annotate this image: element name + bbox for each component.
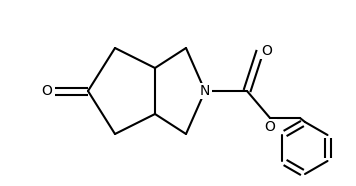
Text: O: O — [262, 44, 272, 58]
Text: N: N — [200, 84, 210, 98]
Text: O: O — [265, 120, 276, 134]
Text: O: O — [42, 84, 52, 98]
